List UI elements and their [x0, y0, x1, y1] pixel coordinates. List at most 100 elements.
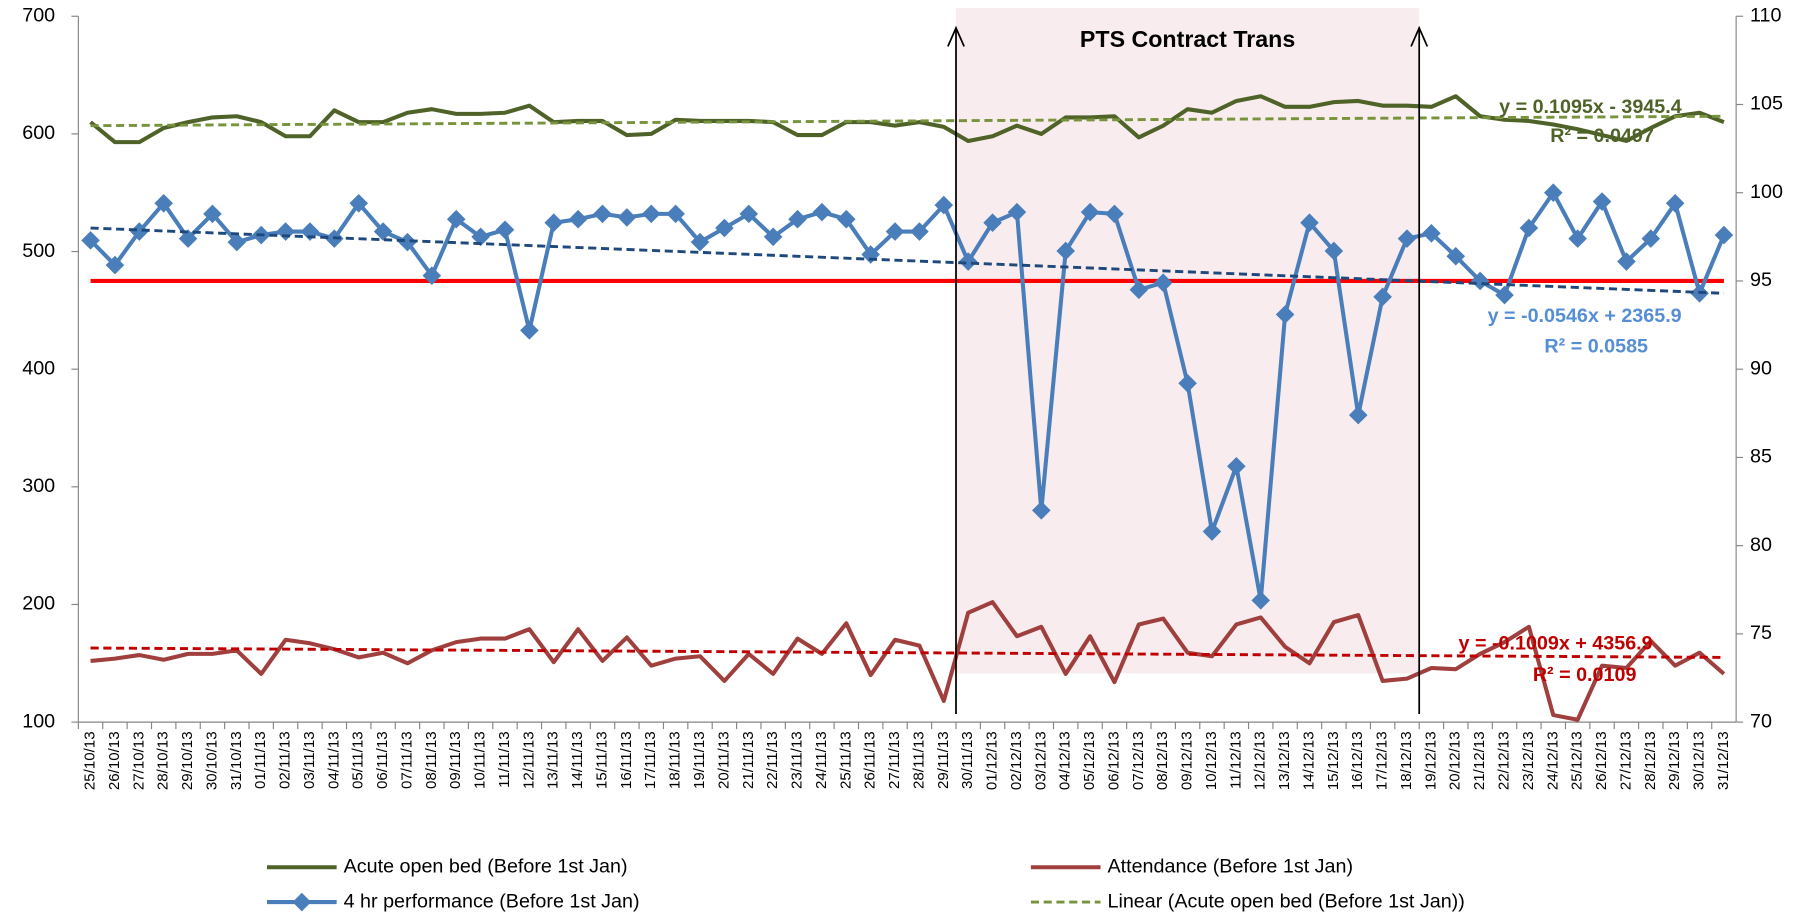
x-tick-label: 05/12/13 [1081, 731, 1098, 790]
y-tick-label: 400 [22, 357, 55, 379]
data-point [1665, 194, 1685, 213]
data-point [1543, 183, 1563, 203]
x-tick-label: 08/12/13 [1154, 731, 1171, 790]
x-tick-label: 07/11/13 [398, 731, 415, 789]
x-tick-label: 19/11/13 [691, 731, 708, 789]
data-point [910, 222, 929, 241]
data-point [105, 255, 125, 275]
series-line [90, 600, 1726, 722]
x-tick-label: 30/11/13 [959, 731, 976, 789]
x-tick-label: 27/11/13 [886, 731, 903, 789]
y2-tick-label: 100 [1750, 181, 1783, 203]
x-tick-label: 28/11/13 [910, 731, 927, 789]
x-tick-label: 23/12/13 [1520, 731, 1537, 790]
x-tick-label: 01/11/13 [252, 731, 269, 789]
data-point [1105, 204, 1124, 224]
x-tick-label: 24/11/13 [813, 731, 830, 789]
arrow-head [947, 25, 965, 47]
legend-marker [292, 892, 312, 912]
y2-tick-label: 105 [1750, 93, 1783, 115]
x-tick-label: 16/12/13 [1349, 731, 1366, 790]
trend-equation: y = 0.1095x - 3945.4 [1499, 96, 1682, 118]
x-tick-label: 05/11/13 [350, 731, 367, 789]
trend-r2: R² = 0.0585 [1544, 335, 1648, 357]
y-tick-label: 500 [22, 240, 55, 262]
x-tick-label: 07/12/13 [1130, 731, 1147, 790]
y2-tick-label: 85 [1750, 446, 1772, 468]
x-tick-label: 30/10/13 [203, 731, 220, 790]
data-point [1446, 246, 1466, 266]
trendline [90, 114, 1724, 128]
x-tick-label: 21/12/13 [1471, 731, 1488, 790]
x-tick-label: 20/12/13 [1447, 731, 1464, 790]
legend-item: 4 hr performance (Before 1st Jan) [267, 890, 640, 912]
x-tick-label: 22/12/13 [1496, 731, 1513, 790]
plot-layer [81, 94, 1734, 722]
x-tick-label: 06/12/13 [1105, 731, 1122, 790]
x-tick-label: 31/12/13 [1715, 731, 1732, 790]
data-point [739, 204, 759, 224]
data-point [690, 232, 710, 252]
data-point [1324, 241, 1344, 261]
arrow-head [1410, 25, 1429, 47]
x-tick-label: 13/12/13 [1276, 731, 1293, 790]
data-point [1007, 202, 1027, 222]
data-point [958, 252, 978, 271]
data-point [544, 213, 564, 233]
data-point [1275, 305, 1295, 324]
x-tick-label: 25/11/13 [837, 731, 854, 789]
x-tick-label: 26/11/13 [862, 731, 879, 789]
data-point [788, 209, 807, 229]
x-tick-label: 13/11/13 [545, 731, 562, 789]
x-tick-label: 06/11/13 [374, 731, 391, 789]
x-tick-label: 27/12/13 [1617, 731, 1634, 790]
trend-r2: R² = 0.0497 [1550, 125, 1654, 147]
x-tick-label: 30/12/13 [1691, 731, 1708, 790]
y-tick-label: 600 [22, 122, 55, 144]
data-point [495, 220, 515, 240]
data-point [471, 227, 490, 247]
trend-equation: y = -0.1009x + 4356.9 [1459, 633, 1653, 655]
x-tick-label: 09/11/13 [447, 731, 464, 789]
x-tick-label: 03/12/13 [1032, 731, 1049, 790]
data-point [1373, 287, 1392, 307]
x-tick-label: 28/10/13 [155, 731, 172, 790]
x-tick-label: 12/11/13 [520, 731, 537, 789]
x-tick-label: 20/11/13 [715, 731, 732, 789]
data-point [422, 266, 442, 285]
series-line [89, 190, 1726, 603]
x-tick-label: 10/11/13 [472, 731, 489, 789]
data-point [520, 321, 539, 340]
x-tick-label: 29/12/13 [1666, 731, 1683, 790]
data-point [1056, 241, 1075, 261]
series-line [89, 94, 1725, 145]
data-point [1470, 271, 1490, 291]
data-point [1348, 405, 1368, 425]
x-tick-label: 21/11/13 [740, 731, 757, 789]
legend-label: Linear (Acute open bed (Before 1st Jan)) [1107, 890, 1464, 912]
data-point [1153, 273, 1173, 293]
data-point [641, 204, 661, 224]
y2-tick-label: 95 [1750, 269, 1772, 291]
legend-label: Attendance (Before 1st Jan) [1107, 855, 1353, 877]
data-point [568, 209, 588, 229]
x-tick-label: 26/10/13 [106, 731, 123, 790]
data-point [593, 204, 612, 224]
x-tick-label: 11/11/13 [496, 731, 513, 787]
x-tick-label: 04/12/13 [1057, 731, 1074, 790]
x-tick-label: 11/12/13 [1227, 731, 1244, 789]
y2-tick-label: 90 [1750, 357, 1772, 379]
x-tick-label: 18/12/13 [1398, 731, 1415, 790]
y2-tick-label: 70 [1750, 710, 1772, 732]
x-tick-label: 12/12/13 [1252, 731, 1269, 790]
y-tick-label: 700 [22, 4, 55, 26]
x-tick-label: 16/11/13 [618, 731, 635, 789]
x-tick-label: 03/11/13 [301, 731, 318, 789]
overlay-layer: PTS Contract Trans y = 0.1095x - 3945.4 R²… [947, 25, 1682, 714]
data-point [1129, 280, 1149, 300]
x-tick-label: 15/12/13 [1325, 731, 1342, 790]
x-tick-label: 25/12/13 [1569, 731, 1586, 790]
legend-item: Attendance (Before 1st Jan) [1030, 855, 1353, 877]
data-point [812, 202, 832, 222]
data-point [1251, 591, 1271, 610]
